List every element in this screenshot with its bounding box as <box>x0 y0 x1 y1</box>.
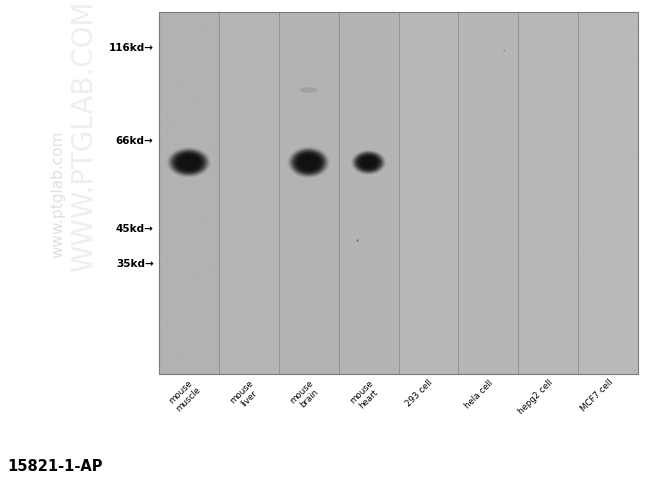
Ellipse shape <box>354 152 383 173</box>
Ellipse shape <box>168 149 209 176</box>
Ellipse shape <box>356 154 381 172</box>
Text: 15821-1-AP: 15821-1-AP <box>8 459 103 474</box>
Ellipse shape <box>301 156 317 168</box>
Ellipse shape <box>172 151 206 174</box>
Ellipse shape <box>186 160 192 164</box>
Ellipse shape <box>358 155 378 170</box>
Ellipse shape <box>353 151 385 174</box>
Ellipse shape <box>351 150 386 174</box>
Ellipse shape <box>178 155 199 170</box>
Text: MCF7 cell: MCF7 cell <box>579 378 615 414</box>
Ellipse shape <box>307 161 310 164</box>
Bar <box>578 12 638 374</box>
Ellipse shape <box>289 148 328 177</box>
Ellipse shape <box>187 161 191 164</box>
Ellipse shape <box>181 157 196 167</box>
Ellipse shape <box>175 153 203 172</box>
Bar <box>459 12 518 374</box>
Ellipse shape <box>366 161 371 164</box>
Text: www.ptglab.com: www.ptglab.com <box>51 131 66 258</box>
Ellipse shape <box>361 157 376 168</box>
Ellipse shape <box>170 149 208 175</box>
Ellipse shape <box>304 159 314 166</box>
Ellipse shape <box>294 152 323 173</box>
Ellipse shape <box>292 150 325 174</box>
Ellipse shape <box>177 155 200 171</box>
Ellipse shape <box>174 152 203 173</box>
Text: 66kd→: 66kd→ <box>116 136 154 146</box>
Ellipse shape <box>185 160 192 165</box>
Ellipse shape <box>364 159 373 165</box>
Ellipse shape <box>353 152 384 173</box>
Bar <box>338 12 399 374</box>
Text: mouse
brain: mouse brain <box>288 378 322 412</box>
Ellipse shape <box>303 158 314 167</box>
Ellipse shape <box>167 148 210 177</box>
Ellipse shape <box>294 151 324 174</box>
Bar <box>159 12 638 374</box>
Bar <box>518 12 578 374</box>
Ellipse shape <box>296 154 321 172</box>
Ellipse shape <box>173 152 205 174</box>
Bar <box>399 12 458 374</box>
Ellipse shape <box>179 156 198 169</box>
Ellipse shape <box>363 158 375 167</box>
Text: 293 cell: 293 cell <box>404 378 435 409</box>
Ellipse shape <box>355 153 382 172</box>
Ellipse shape <box>362 158 375 167</box>
Text: mouse
heart: mouse heart <box>348 378 382 412</box>
Bar <box>219 12 279 374</box>
Ellipse shape <box>299 87 318 93</box>
Ellipse shape <box>291 150 326 175</box>
Text: 45kd→: 45kd→ <box>116 225 154 234</box>
Ellipse shape <box>183 159 194 166</box>
Text: mouse
muscle: mouse muscle <box>167 378 202 414</box>
Ellipse shape <box>295 153 322 172</box>
Text: hela cell: hela cell <box>463 378 495 410</box>
Ellipse shape <box>170 150 207 175</box>
Ellipse shape <box>299 156 318 169</box>
Ellipse shape <box>180 156 197 168</box>
Ellipse shape <box>290 149 327 176</box>
Ellipse shape <box>176 154 202 171</box>
Ellipse shape <box>288 147 329 177</box>
Ellipse shape <box>356 154 380 171</box>
Ellipse shape <box>183 158 195 167</box>
Text: WWW.PTGLAB.COM: WWW.PTGLAB.COM <box>70 0 98 272</box>
Bar <box>159 12 219 374</box>
Bar <box>159 12 638 374</box>
Ellipse shape <box>359 156 378 169</box>
Text: 35kd→: 35kd→ <box>116 259 154 269</box>
Ellipse shape <box>367 161 370 163</box>
Ellipse shape <box>365 160 372 165</box>
Ellipse shape <box>305 159 312 165</box>
Ellipse shape <box>358 155 380 170</box>
Ellipse shape <box>306 160 312 164</box>
Text: 116kd→: 116kd→ <box>109 43 154 53</box>
Ellipse shape <box>297 154 319 171</box>
Text: hepg2 cell: hepg2 cell <box>516 378 555 417</box>
Text: mouse
liver: mouse liver <box>228 378 262 412</box>
Ellipse shape <box>299 155 319 170</box>
Bar <box>279 12 338 374</box>
Ellipse shape <box>302 157 316 168</box>
Ellipse shape <box>364 159 373 166</box>
Ellipse shape <box>360 156 377 168</box>
